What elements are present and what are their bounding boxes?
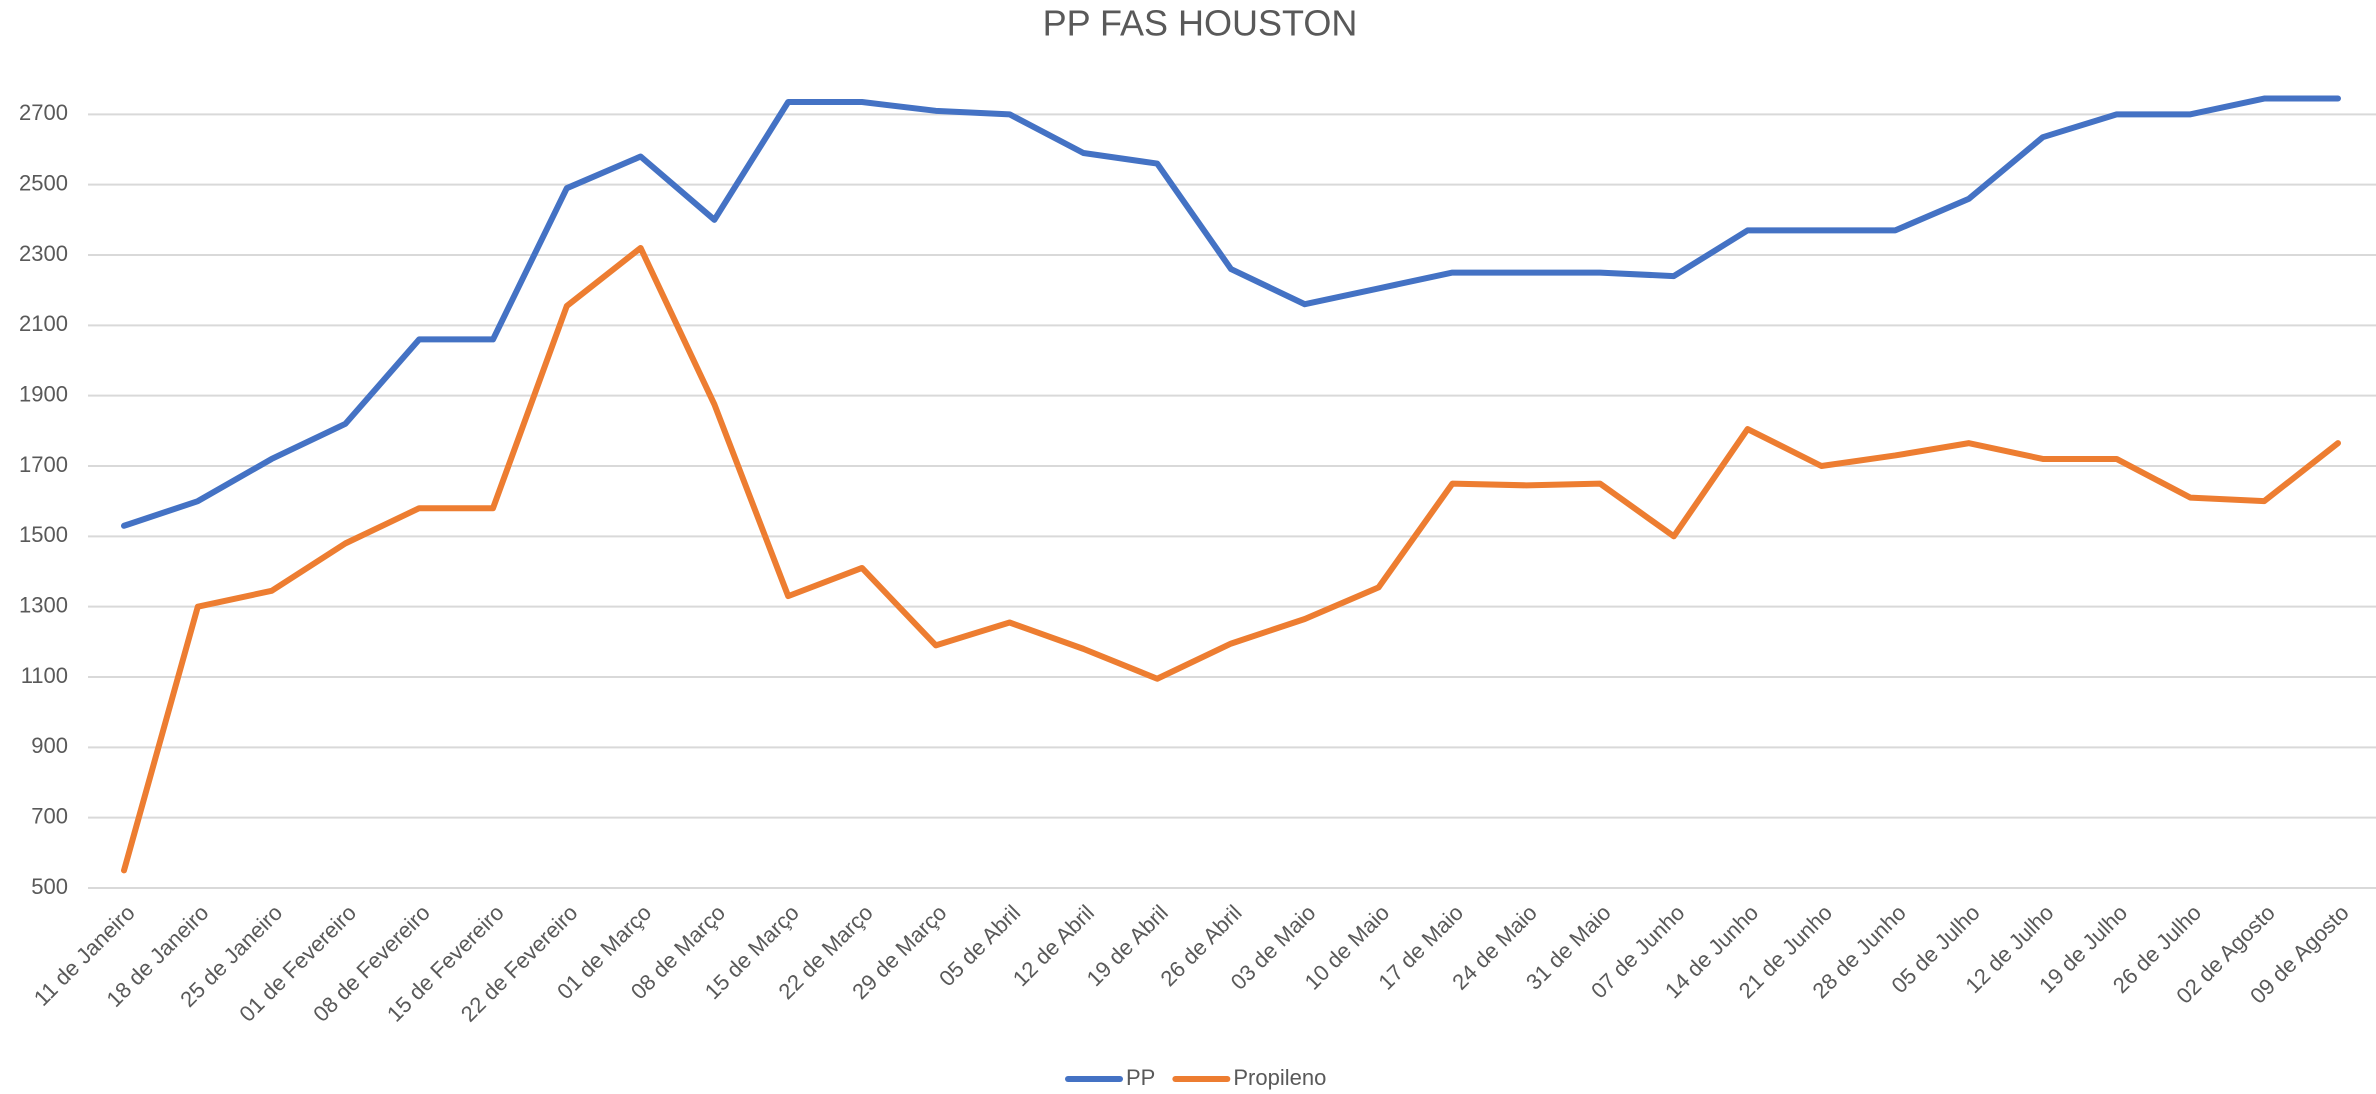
chart-title: PP FAS HOUSTON — [1043, 3, 1358, 44]
y-tick-label: 2300 — [19, 241, 68, 266]
y-tick-label: 900 — [31, 733, 68, 758]
legend-label: PP — [1126, 1065, 1155, 1090]
y-tick-label: 2100 — [19, 311, 68, 336]
y-tick-label: 1900 — [19, 381, 68, 406]
y-tick-label: 1300 — [19, 592, 68, 617]
y-tick-label: 700 — [31, 803, 68, 828]
y-tick-label: 1500 — [19, 522, 68, 547]
y-tick-label: 2700 — [19, 100, 68, 125]
series-line — [121, 95, 2341, 529]
legend-label: Propileno — [1233, 1065, 1326, 1090]
y-tick-label: 500 — [31, 874, 68, 899]
series-line — [121, 244, 2341, 874]
y-tick-label: 1100 — [21, 663, 68, 688]
y-tick-label: 2500 — [19, 170, 68, 195]
y-tick-label: 1700 — [19, 452, 68, 477]
